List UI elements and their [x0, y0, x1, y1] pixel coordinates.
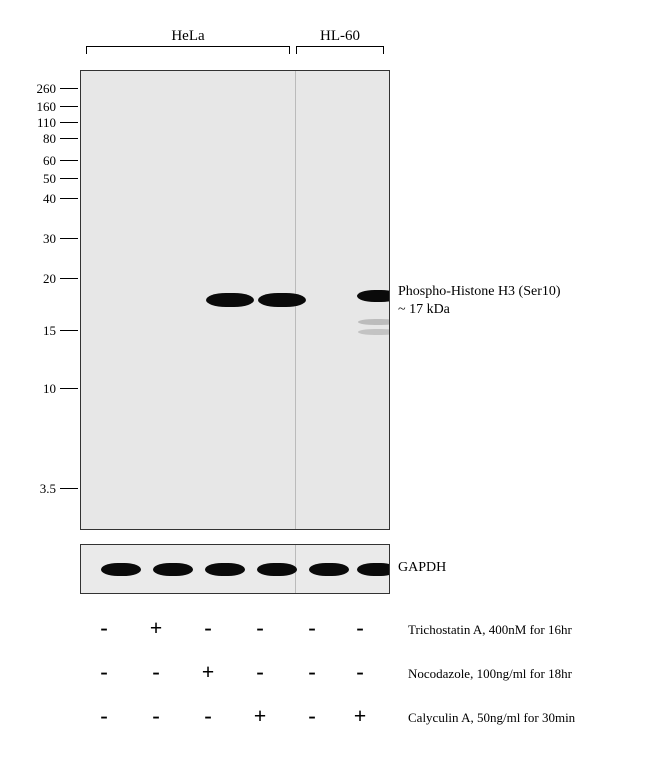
gapdh-band-4 — [257, 563, 297, 576]
target-label-kda: ~ 17 kDa — [398, 302, 450, 318]
tick-160 — [60, 106, 78, 107]
treat-r1-l5: - — [345, 659, 375, 685]
treat-r2-l5: + — [345, 703, 375, 729]
treat-r1-l2: + — [193, 659, 223, 685]
target-label-ph3: Phospho-Histone H3 (Ser10) — [398, 284, 561, 300]
treat-r2-l4: - — [297, 703, 327, 729]
target-label-gapdh: GAPDH — [398, 560, 446, 576]
treat-r0-l2: - — [193, 615, 223, 641]
band-lane3-main — [206, 293, 254, 307]
ladder-20: 20 — [18, 271, 56, 287]
gapdh-band-6 — [357, 563, 390, 576]
tick-40 — [60, 198, 78, 199]
treat-r2-l3: + — [245, 703, 275, 729]
treat-r1-l4: - — [297, 659, 327, 685]
treat-r0-l3: - — [245, 615, 275, 641]
ladder-15: 15 — [18, 323, 56, 339]
tick-260 — [60, 88, 78, 89]
bracket-hl60 — [296, 46, 384, 54]
ladder-40: 40 — [18, 191, 56, 207]
treat-label-2: Calyculin A, 50ng/ml for 30min — [408, 710, 575, 726]
gapdh-blot-panel — [80, 544, 390, 594]
gapdh-band-5 — [309, 563, 349, 576]
ladder-30: 30 — [18, 231, 56, 247]
tick-80 — [60, 138, 78, 139]
tick-60 — [60, 160, 78, 161]
tick-50 — [60, 178, 78, 179]
tick-20 — [60, 278, 78, 279]
band-lane6-sub2 — [358, 329, 390, 335]
treat-r1-l3: - — [245, 659, 275, 685]
treat-label-1: Nocodazole, 100ng/ml for 18hr — [408, 666, 572, 682]
gapdh-band-1 — [101, 563, 141, 576]
ladder-80: 80 — [18, 131, 56, 147]
band-lane6-main — [357, 290, 390, 302]
group-label-hela: HeLa — [86, 28, 290, 45]
band-lane6-sub1 — [358, 319, 390, 325]
ladder-260: 260 — [18, 81, 56, 97]
western-blot-figure: HeLa HL-60 260 160 110 80 60 50 40 30 20… — [0, 0, 650, 778]
tick-30 — [60, 238, 78, 239]
ladder-50: 50 — [18, 171, 56, 187]
treat-r2-l2: - — [193, 703, 223, 729]
treat-r0-l1: + — [141, 615, 171, 641]
treat-r2-l0: - — [89, 703, 119, 729]
ladder-3p5: 3.5 — [18, 481, 56, 497]
band-lane4-main — [258, 293, 306, 307]
ladder-60: 60 — [18, 153, 56, 169]
tick-15 — [60, 330, 78, 331]
tick-110 — [60, 122, 78, 123]
main-blot-panel — [80, 70, 390, 530]
treat-r0-l4: - — [297, 615, 327, 641]
treat-label-0: Trichostatin A, 400nM for 16hr — [408, 622, 572, 638]
treat-r1-l0: - — [89, 659, 119, 685]
group-label-hl60: HL-60 — [296, 28, 384, 45]
bracket-hela — [86, 46, 290, 54]
ladder-10: 10 — [18, 381, 56, 397]
treat-r0-l0: - — [89, 615, 119, 641]
tick-3p5 — [60, 488, 78, 489]
ladder-160: 160 — [18, 99, 56, 115]
gapdh-band-2 — [153, 563, 193, 576]
gapdh-band-3 — [205, 563, 245, 576]
treat-r0-l5: - — [345, 615, 375, 641]
tick-10 — [60, 388, 78, 389]
ladder-110: 110 — [18, 115, 56, 131]
treat-r2-l1: - — [141, 703, 171, 729]
treat-r1-l1: - — [141, 659, 171, 685]
